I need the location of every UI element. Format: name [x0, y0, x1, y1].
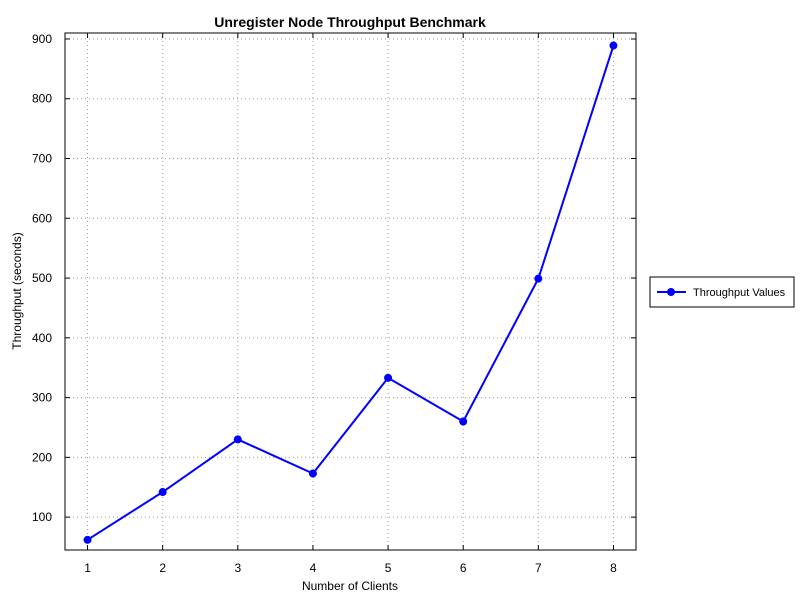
y-tick-label: 500: [32, 271, 52, 285]
legend: Throughput Values: [649, 276, 795, 308]
data-point: [384, 373, 393, 382]
y-tick-label: 800: [32, 92, 52, 106]
x-tick-label: 6: [460, 561, 467, 575]
series-line: [87, 45, 615, 541]
series-layer: [83, 41, 618, 544]
x-tick-label: 2: [159, 561, 166, 575]
data-point: [308, 469, 317, 478]
y-tick-label: 400: [32, 331, 52, 345]
x-tick-label: 4: [310, 561, 317, 575]
legend-entry-label: Throughput Values: [693, 287, 786, 299]
y-axis-label: Throughput (seconds): [10, 232, 24, 349]
y-tick-label: 300: [32, 391, 52, 405]
data-point: [534, 274, 543, 283]
data-point: [459, 417, 468, 426]
x-tick-label: 3: [234, 561, 241, 575]
x-axis-label: Number of Clients: [302, 579, 398, 593]
data-point: [83, 535, 92, 544]
legend-marker-swatch: [667, 288, 675, 296]
data-point: [233, 435, 242, 444]
x-tick-label: 5: [385, 561, 392, 575]
y-tick-label: 900: [32, 32, 52, 46]
chart-title: Unregister Node Throughput Benchmark: [214, 14, 486, 30]
data-point: [158, 488, 167, 497]
y-tick-label: 100: [32, 510, 52, 524]
x-tick-label: 7: [535, 561, 542, 575]
x-tick-label: 8: [610, 561, 617, 575]
y-tick-label: 700: [32, 152, 52, 166]
data-point: [609, 41, 618, 50]
axis-ticks: 1 2 3 4 5 6 7 8 100 200 300 400 500 600 700 800 900: [32, 32, 636, 575]
y-tick-label: 200: [32, 450, 52, 464]
x-tick-label: 1: [84, 561, 91, 575]
plot-area: [64, 32, 637, 551]
y-tick-label: 600: [32, 211, 52, 225]
